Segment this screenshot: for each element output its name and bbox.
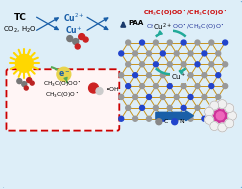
Circle shape [181, 40, 186, 45]
Circle shape [160, 73, 165, 78]
Circle shape [126, 84, 131, 89]
Circle shape [216, 73, 221, 78]
Circle shape [216, 112, 224, 120]
Circle shape [195, 62, 200, 67]
Circle shape [223, 62, 228, 67]
FancyArrow shape [156, 111, 194, 121]
Circle shape [133, 51, 138, 56]
Circle shape [195, 40, 200, 45]
Circle shape [174, 51, 179, 56]
Text: $\bullet$OH: $\bullet$OH [106, 85, 120, 93]
Circle shape [140, 40, 144, 45]
Circle shape [167, 62, 172, 67]
Circle shape [83, 37, 88, 42]
Circle shape [209, 105, 214, 110]
Circle shape [228, 111, 237, 120]
Circle shape [119, 51, 124, 56]
Text: CO$_2$, H$_2$O: CO$_2$, H$_2$O [3, 25, 37, 35]
Circle shape [205, 107, 213, 116]
Circle shape [146, 116, 151, 121]
Circle shape [73, 39, 79, 45]
Circle shape [223, 105, 228, 110]
Circle shape [181, 62, 186, 67]
Circle shape [119, 94, 124, 99]
Circle shape [209, 84, 214, 89]
Circle shape [146, 51, 151, 56]
Circle shape [181, 105, 186, 110]
Circle shape [15, 54, 33, 72]
Circle shape [188, 116, 193, 121]
Circle shape [209, 40, 214, 45]
FancyBboxPatch shape [7, 69, 119, 131]
Circle shape [146, 73, 151, 78]
Circle shape [22, 82, 27, 87]
Circle shape [160, 51, 165, 56]
Circle shape [89, 83, 98, 93]
Text: N: N [180, 119, 184, 124]
Circle shape [126, 40, 131, 45]
Circle shape [24, 86, 28, 90]
Text: Cu$^{2+}$: Cu$^{2+}$ [153, 22, 172, 33]
Text: Cu$^{+}$: Cu$^{+}$ [65, 24, 82, 36]
Circle shape [153, 62, 158, 67]
Circle shape [156, 119, 162, 125]
Circle shape [126, 105, 131, 110]
Circle shape [205, 115, 213, 124]
Circle shape [223, 84, 228, 89]
Text: e$^-$: e$^-$ [58, 69, 70, 79]
Text: CH$_3$C(O)OO$^\bullet$: CH$_3$C(O)OO$^\bullet$ [43, 80, 81, 89]
Circle shape [188, 51, 193, 56]
Circle shape [133, 116, 138, 121]
Circle shape [57, 67, 71, 81]
Text: PAA: PAA [128, 20, 144, 26]
Circle shape [79, 34, 85, 40]
Text: TC: TC [14, 13, 27, 22]
Circle shape [133, 94, 138, 99]
Circle shape [167, 84, 172, 89]
Circle shape [160, 94, 165, 99]
Circle shape [225, 119, 234, 128]
Circle shape [188, 73, 193, 78]
Circle shape [153, 105, 158, 110]
Circle shape [160, 116, 165, 121]
Circle shape [17, 79, 22, 84]
Circle shape [133, 73, 138, 78]
Circle shape [210, 122, 219, 131]
Circle shape [167, 105, 172, 110]
Circle shape [172, 119, 178, 125]
Circle shape [202, 94, 207, 99]
Circle shape [140, 62, 144, 67]
Circle shape [202, 51, 207, 56]
Circle shape [174, 94, 179, 99]
Circle shape [146, 94, 151, 99]
Circle shape [174, 116, 179, 121]
Text: Cu$^{2+}$: Cu$^{2+}$ [63, 12, 84, 24]
Text: C: C [164, 119, 168, 124]
Circle shape [27, 78, 32, 83]
Circle shape [195, 105, 200, 110]
Text: CH$_3$C(O)O$^\bullet$: CH$_3$C(O)O$^\bullet$ [45, 90, 79, 100]
Circle shape [119, 116, 124, 121]
Circle shape [126, 62, 131, 67]
Circle shape [140, 105, 144, 110]
Circle shape [30, 81, 34, 85]
Circle shape [216, 116, 221, 121]
Circle shape [216, 51, 221, 56]
Circle shape [75, 44, 80, 49]
Circle shape [167, 40, 172, 45]
Circle shape [202, 73, 207, 78]
Circle shape [202, 116, 207, 121]
Text: CH$_3$C(O)OO$^\bullet$/CH$_3$C(O)O$^\bullet$: CH$_3$C(O)OO$^\bullet$/CH$_3$C(O)O$^\bul… [146, 23, 225, 32]
Circle shape [181, 84, 186, 89]
Circle shape [223, 40, 228, 45]
Circle shape [218, 123, 227, 132]
Circle shape [218, 100, 227, 108]
Circle shape [195, 84, 200, 89]
Circle shape [119, 73, 124, 78]
Circle shape [225, 104, 234, 113]
Circle shape [153, 84, 158, 89]
Circle shape [188, 94, 193, 99]
Circle shape [206, 102, 234, 130]
Circle shape [216, 94, 221, 99]
